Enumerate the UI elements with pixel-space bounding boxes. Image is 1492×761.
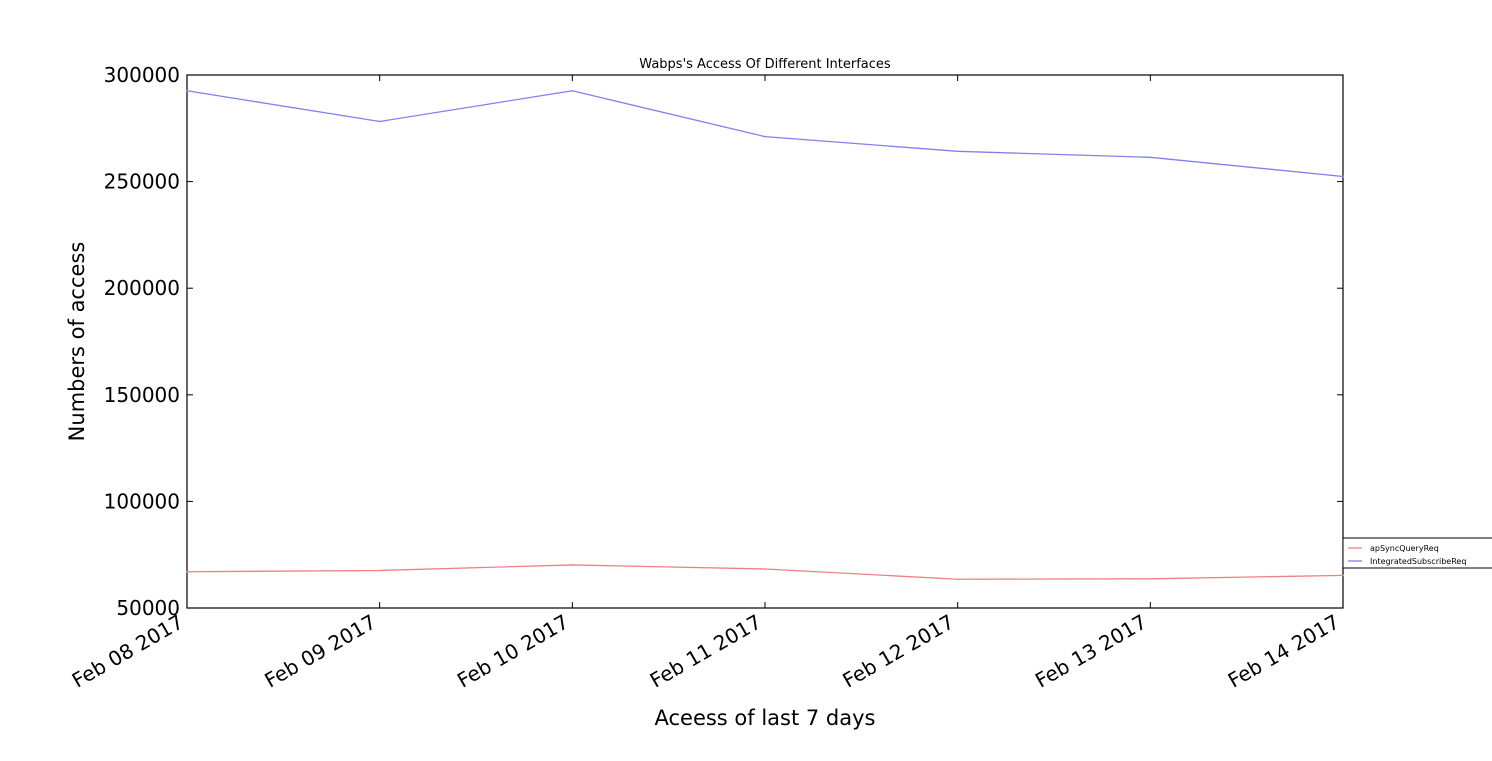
x-tick-label: Feb 10 2017 <box>453 610 573 693</box>
data-point-apSyncQueryReq-6 <box>1342 574 1344 577</box>
x-tick-label: Feb 08 2017 <box>68 610 188 693</box>
chart-title: Wabps's Access Of Different Interfaces <box>639 57 891 72</box>
series-line-apSyncQueryReq <box>186 564 1344 580</box>
y-axis-label: Numbers of access <box>65 242 89 442</box>
legend: apSyncQueryReq IntegratedSubscribeReq <box>1342 537 1492 569</box>
data-point-IntegratedSubscribeReq-3 <box>764 135 766 138</box>
data-point-IntegratedSubscribeReq-4 <box>956 150 959 153</box>
data-point-IntegratedSubscribeReq-1 <box>378 120 381 123</box>
data-point-IntegratedSubscribeReq-6 <box>1342 175 1344 178</box>
data-point-apSyncQueryReq-2 <box>571 564 574 566</box>
y-tick-label: 100000 <box>104 489 180 513</box>
x-tick-label: Feb 12 2017 <box>838 610 958 693</box>
plot-area-frame <box>186 74 1344 609</box>
x-tick-label: Feb 11 2017 <box>646 610 766 693</box>
y-tick-label: 300000 <box>104 63 180 87</box>
x-tick-label: Feb 09 2017 <box>260 610 380 693</box>
x-tick-label: Feb 13 2017 <box>1031 610 1151 693</box>
y-tick-label: 150000 <box>104 383 180 407</box>
data-point-apSyncQueryReq-0 <box>186 570 188 573</box>
legend-label-IntegratedSubscribeReq: IntegratedSubscribeReq <box>1370 557 1466 566</box>
legend-frame <box>1342 537 1492 569</box>
data-point-IntegratedSubscribeReq-5 <box>1149 156 1152 159</box>
y-tick-label: 50000 <box>116 596 180 620</box>
data-point-IntegratedSubscribeReq-2 <box>571 89 574 92</box>
data-point-IntegratedSubscribeReq-0 <box>186 89 188 92</box>
y-tick-label: 250000 <box>104 170 180 194</box>
data-point-apSyncQueryReq-1 <box>378 569 381 572</box>
data-point-apSyncQueryReq-5 <box>1149 577 1152 580</box>
y-tick-label: 200000 <box>104 276 180 300</box>
series-line-IntegratedSubscribeReq <box>186 90 1344 178</box>
legend-label-apSyncQueryReq: apSyncQueryReq <box>1370 544 1439 553</box>
data-point-apSyncQueryReq-3 <box>764 568 766 570</box>
x-axis-label: Aceess of last 7 days <box>654 706 875 730</box>
x-tick-label: Feb 14 2017 <box>1224 610 1344 693</box>
data-point-apSyncQueryReq-4 <box>956 578 959 581</box>
